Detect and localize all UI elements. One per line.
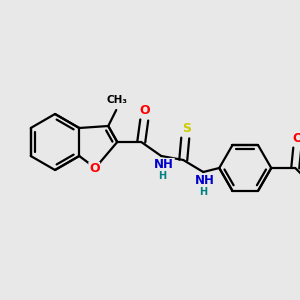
Text: NH: NH	[195, 175, 215, 188]
Text: H: H	[199, 187, 207, 197]
Text: O: O	[89, 163, 100, 176]
Text: O: O	[292, 131, 300, 145]
Text: S: S	[182, 122, 191, 134]
Text: CH₃: CH₃	[107, 95, 128, 105]
Text: O: O	[139, 103, 150, 116]
Text: NH: NH	[154, 158, 174, 172]
Text: H: H	[158, 171, 166, 181]
